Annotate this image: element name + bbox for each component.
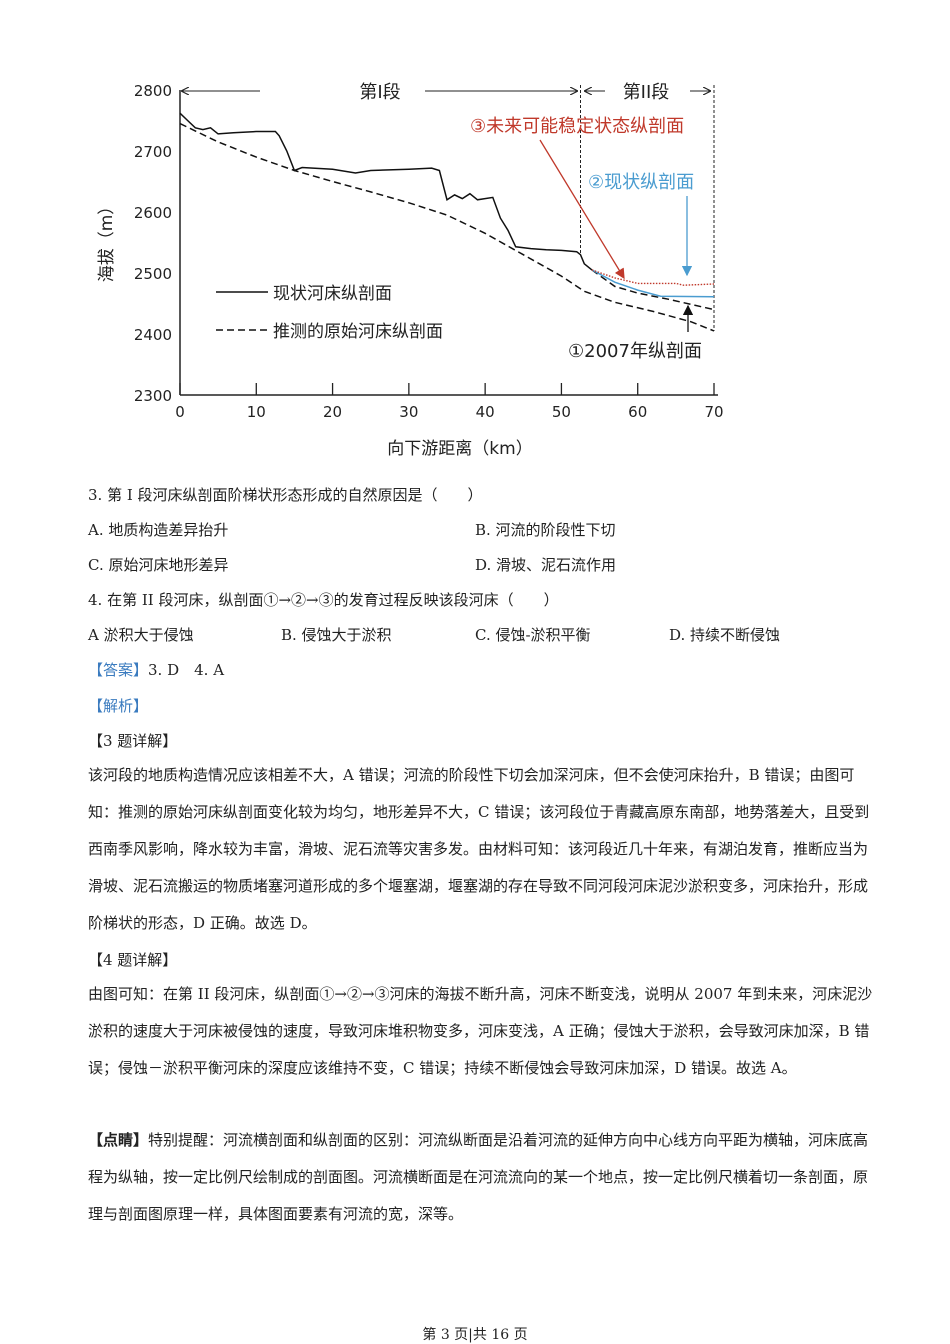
y-tick-label: 2500 — [134, 265, 172, 283]
x-tick-label: 20 — [323, 403, 342, 421]
series-line-1 — [179, 122, 715, 332]
annotation-future: ③未来可能稳定状态纵剖面 — [470, 116, 684, 137]
q4-option-b[interactable]: B. 侵蚀大于淤积 — [281, 626, 392, 644]
analysis-label: 【解析】 — [88, 697, 149, 715]
q4-stem: 4. 在第 II 段河床，纵剖面①→②→③的发育过程反映该段河床（ ） — [88, 591, 559, 609]
answer-text: 3. D 4. A — [148, 661, 225, 679]
q3-option-c[interactable]: C. 原始河床地形差异 — [88, 556, 229, 574]
y-axis-label: 海拔（m） — [97, 198, 117, 283]
answer-label: 【答案】 — [88, 661, 149, 679]
x-tick-label: 0 — [175, 403, 185, 421]
annotations — [539, 139, 694, 332]
x-tick-label: 50 — [552, 403, 571, 421]
q3-option-b[interactable]: B. 河流的阶段性下切 — [475, 521, 616, 539]
x-axis-label: 向下游距离（km） — [387, 439, 532, 459]
x-tick-label: 10 — [247, 403, 266, 421]
section-2-label: 第II段 — [623, 82, 670, 103]
y-tick-label: 2800 — [134, 82, 172, 100]
tip-paragraph: 【点睛】特别提醒：河流横剖面和纵剖面的区别：河流纵断面是沿着河流的延伸方向中心线… — [88, 1122, 878, 1233]
series-line-0 — [179, 112, 593, 271]
q4-option-d[interactable]: D. 持续不断侵蚀 — [669, 626, 781, 644]
detail4-text: 由图可知：在第 II 段河床，纵剖面①→②→③河床的海拔不断升高，河床不断变浅，… — [88, 985, 873, 1077]
y-tick-label: 2600 — [134, 204, 172, 222]
axes: 0 10 20 30 40 50 60 70 2300 2400 2500 2600 2700 2800 — [134, 82, 724, 421]
x-tick-label: 70 — [704, 403, 723, 421]
annotation-current: ②现状纵剖面 — [588, 172, 694, 193]
q3-stem: 3. 第 I 段河床纵剖面阶梯状形态形成的自然原因是（ ） — [88, 486, 483, 504]
legend-label-original: 推测的原始河床纵剖面 — [273, 322, 443, 342]
y-tick-label: 2700 — [134, 143, 172, 161]
q3-option-a[interactable]: A. 地质构造差异抬升 — [88, 521, 229, 539]
answer-line: 【答案】3. D 4. A — [88, 659, 224, 680]
x-tick-label: 30 — [399, 403, 418, 421]
river-profile-chart: 0 10 20 30 40 50 60 70230024002500260027002800 … — [97, 82, 724, 459]
x-tick-label: 40 — [476, 403, 495, 421]
q3-option-d[interactable]: D. 滑坡、泥石流作用 — [475, 556, 617, 574]
legend-label-current: 现状河床纵剖面 — [273, 284, 392, 304]
section-1-label: 第I段 — [359, 82, 400, 103]
series-line-4 — [591, 269, 715, 286]
q4-option-c[interactable]: C. 侵蚀-淤积平衡 — [475, 626, 591, 644]
x-tick-label: 60 — [628, 403, 647, 421]
arrow-future — [539, 139, 625, 280]
detail4-heading: 【4 题详解】 — [88, 951, 178, 969]
detail3-heading: 【3 题详解】 — [88, 732, 178, 750]
series-line-3 — [591, 269, 715, 298]
tip-text: 特别提醒：河流横剖面和纵剖面的区别：河流纵断面是沿着河流的延伸方向中心线方向平距… — [88, 1131, 869, 1223]
page-footer: 第 3 页|共 16 页 — [422, 1327, 528, 1343]
series-group — [179, 112, 715, 332]
tip-heading: 【点睛】 — [88, 1131, 149, 1149]
annotation-2007: ①2007年纵剖面 — [568, 341, 702, 362]
detail3-text: 该河段的地质构造情况应该相差不大，A 错误；河流的阶段性下切会加深河床，但不会使… — [88, 766, 870, 932]
y-tick-label: 2400 — [134, 326, 172, 344]
q4-option-a[interactable]: A 淤积大于侵蚀 — [88, 626, 194, 644]
y-tick-label: 2300 — [134, 387, 172, 405]
